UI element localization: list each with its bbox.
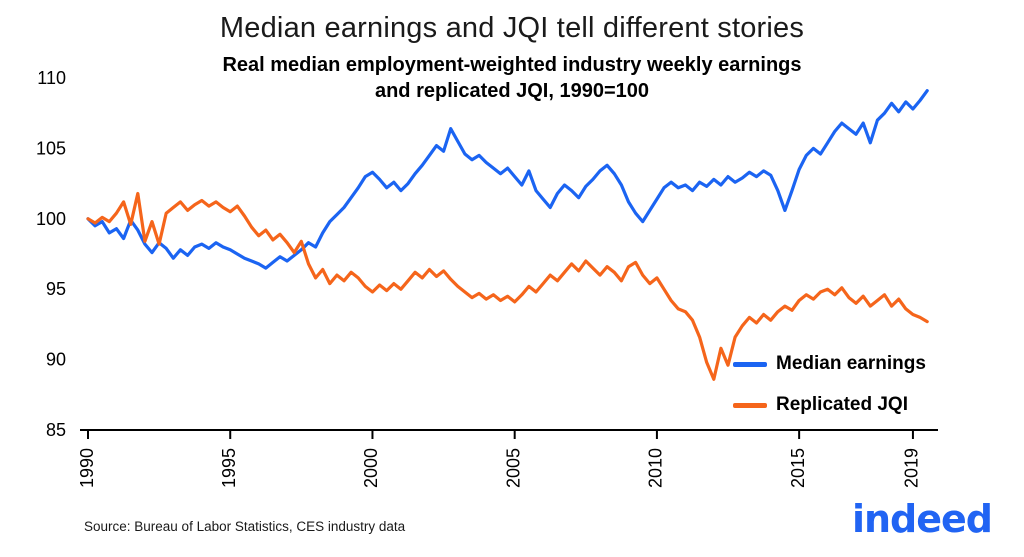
source-note: Source: Bureau of Labor Statistics, CES … (84, 519, 406, 534)
legend-item-replicated-jqi: Replicated JQI (733, 393, 926, 417)
y-tick-label: 95 (46, 279, 66, 299)
series-line-replicated-jqi (86, 191, 929, 381)
series-line-median-earnings (86, 89, 929, 270)
y-tick-label: 85 (46, 420, 66, 440)
x-tick-label: 2005 (503, 448, 523, 488)
x-tick-label: 2000 (361, 448, 381, 488)
x-tick-label: 2019 (902, 448, 922, 488)
y-tick-label: 100 (36, 209, 66, 229)
y-tick-label: 90 (46, 350, 66, 370)
median-earnings-line-swatch (733, 361, 767, 367)
legend: Median earnings Replicated JQI (733, 352, 926, 434)
x-tick-label: 1995 (219, 448, 239, 488)
x-tick-label: 2015 (788, 448, 808, 488)
x-tick-label: 2010 (646, 448, 666, 488)
replicated-jqi-line-swatch (733, 402, 767, 408)
legend-item-median-earnings: Median earnings (733, 352, 926, 376)
chart-title: Median earnings and JQI tell different s… (219, 12, 805, 44)
indeed-logo: indeed (851, 497, 993, 541)
chart-subtitle-line1: Real median employment-weighted industry… (222, 54, 802, 76)
chart-subtitle: Real median employment-weighted industry… (0, 52, 1024, 104)
y-tick-label: 110 (37, 68, 66, 88)
x-tick-label: 1990 (77, 448, 97, 488)
legend-label-median-earnings: Median earnings (776, 353, 926, 374)
y-tick-label: 105 (36, 138, 66, 158)
chart-subtitle-line2: and replicated JQI, 1990=100 (374, 80, 650, 102)
legend-label-replicated-jqi: Replicated JQI (776, 394, 908, 415)
